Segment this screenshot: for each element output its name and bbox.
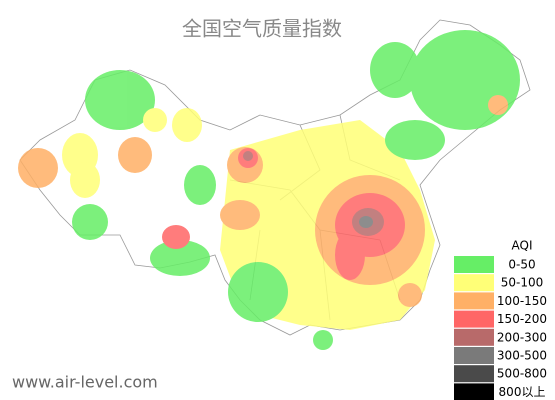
- region-good: [228, 262, 288, 322]
- legend-label: 200-300: [497, 330, 547, 344]
- region-moderate: [143, 108, 167, 132]
- legend: AQI 0-50 50-100 100-150 150-200 200-300 300-5…: [452, 236, 550, 400]
- region-sensitive: [488, 95, 508, 115]
- region-good: [370, 42, 420, 98]
- region-unhealthy: [162, 225, 190, 249]
- region-sensitive: [398, 283, 422, 307]
- legend-label: 800以上: [499, 385, 546, 399]
- legend-label: 50-100: [501, 276, 544, 290]
- legend-label: 150-200: [497, 312, 547, 326]
- map-title: 全国空气质量指数: [182, 17, 342, 41]
- legend-swatch: [454, 365, 494, 383]
- legend-swatch: [454, 292, 494, 310]
- legend-label: 100-150: [497, 294, 547, 308]
- legend-swatch: [454, 347, 494, 364]
- region-hazardous: [359, 216, 373, 228]
- legend-title: AQI: [512, 239, 533, 253]
- region-moderate: [172, 108, 202, 142]
- region-very-unhealthy: [243, 151, 253, 161]
- region-good: [385, 120, 445, 160]
- region-good: [72, 204, 108, 240]
- region-good: [150, 240, 210, 276]
- aqi-regions: [18, 30, 520, 350]
- region-good: [184, 165, 216, 205]
- legend-swatch: [454, 328, 494, 346]
- legend-label: 0-50: [508, 258, 535, 272]
- legend-swatch: [454, 274, 494, 292]
- region-good: [410, 30, 520, 130]
- region-sensitive: [18, 148, 58, 188]
- region-sensitive: [118, 137, 152, 173]
- legend-swatch: [454, 383, 494, 400]
- legend-label: 500-800: [497, 367, 547, 381]
- region-moderate: [70, 162, 100, 198]
- region-unhealthy: [335, 230, 365, 280]
- legend-label: 300-500: [497, 349, 547, 363]
- region-sensitive: [220, 200, 260, 230]
- legend-swatch: [454, 256, 494, 273]
- watermark: www.air-level.com: [12, 373, 158, 392]
- legend-swatch: [454, 310, 494, 328]
- region-good: [85, 70, 155, 130]
- region-good: [313, 330, 333, 350]
